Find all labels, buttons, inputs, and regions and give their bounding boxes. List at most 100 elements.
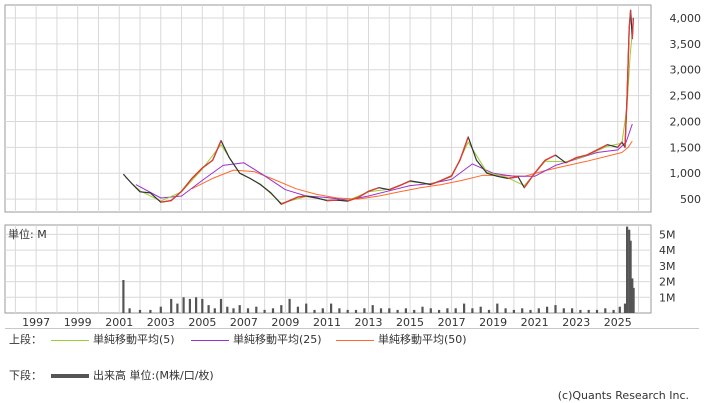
price-series	[122, 9, 634, 205]
price-up-segment	[459, 136, 469, 161]
volume-bar	[138, 309, 142, 313]
legend-ma50: 単純移動平均(50)	[336, 333, 467, 347]
price-y-tick-label: 2,500	[670, 90, 702, 103]
price-up-segment	[297, 195, 307, 198]
price-grid	[5, 5, 651, 212]
volume-bar	[207, 305, 210, 313]
price-up-segment	[544, 154, 556, 161]
volume-bar	[413, 309, 416, 313]
volume-bar	[354, 309, 358, 313]
price-up-segment	[451, 159, 461, 177]
volume-bar	[263, 309, 266, 313]
volume-y-tick-label: 4M	[659, 244, 676, 257]
x-tick-label: 1997	[22, 316, 50, 329]
price-up-segment	[170, 190, 182, 202]
volume-bar	[618, 306, 621, 313]
volume-bar	[554, 305, 557, 313]
volume-bar	[632, 287, 635, 313]
volume-bar	[219, 298, 223, 313]
volume-bar	[255, 306, 258, 313]
price-up-segment	[430, 179, 442, 186]
price-up-segment	[565, 157, 577, 164]
volume-bar	[388, 308, 391, 313]
legend-ma5: 単純移動平均(5)	[51, 333, 175, 347]
legend-upper-label: 上段：	[9, 333, 42, 346]
x-tick-label: 2001	[105, 316, 133, 329]
volume-bar	[626, 226, 629, 313]
volume-bar	[479, 306, 482, 313]
volume-bar	[562, 308, 565, 313]
price-up-segment	[389, 185, 400, 191]
price-up-segment	[212, 140, 222, 161]
volume-bar	[313, 309, 316, 313]
legend: 上段： 単純移動平均(5) 単純移動平均(25) 単純移動平均(50) 下段： …	[5, 328, 699, 387]
price-up-segment	[347, 196, 359, 202]
volume-panel-frame	[4, 224, 652, 314]
price-y-tick-label: 2,000	[670, 115, 702, 128]
volume-swatch	[51, 374, 89, 378]
x-tick-label: 2017	[438, 316, 466, 329]
volume-bar	[321, 308, 324, 313]
volume-bar	[330, 303, 333, 313]
volume-bar	[176, 303, 179, 313]
volume-grid	[5, 225, 651, 313]
volume-bar	[346, 309, 349, 313]
price-y-axis: 500 1,000 1,500 2,000 2,500 3,000 3,500 4,000	[670, 12, 702, 206]
volume-bar	[404, 308, 407, 313]
price-up-segment	[626, 28, 630, 96]
price-up-segment	[181, 177, 193, 192]
x-tick-label: 2003	[147, 316, 175, 329]
volume-bar	[631, 278, 634, 313]
volume-bar	[280, 305, 283, 313]
volume-bar	[296, 306, 299, 313]
volume-bar	[363, 308, 366, 313]
price-up-segment	[281, 200, 290, 205]
legend-ma25-label: 単純移動平均(25)	[233, 333, 322, 346]
volume-bar	[226, 306, 229, 313]
price-y-tick-label: 1,500	[670, 141, 702, 154]
price-up-segment	[399, 180, 411, 187]
volume-bar	[232, 308, 235, 313]
credit: (c)Quants Research Inc.	[557, 389, 689, 402]
price-up-segment	[201, 159, 214, 169]
volume-bar	[487, 309, 491, 313]
volume-bar	[305, 303, 308, 313]
volume-bar	[496, 303, 499, 313]
volume-bar	[195, 297, 198, 313]
volume-bar	[537, 308, 540, 313]
price-up-segment	[523, 172, 536, 189]
price-up-segment	[326, 199, 338, 202]
price-up-segment	[440, 175, 452, 182]
volume-bar	[213, 308, 216, 313]
legend-volume: 出来高 単位:(M株/口/枚)	[51, 369, 214, 383]
price-up-segment	[628, 10, 632, 29]
x-axis: 1997 1999 2001 2003 2005 2007 2009 2011 2013 2015…	[22, 316, 632, 329]
price-up-segment	[357, 190, 369, 199]
volume-bar	[271, 308, 275, 313]
legend-ma25: 単純移動平均(25)	[191, 333, 322, 347]
price-up-segment	[289, 196, 299, 202]
volume-y-tick-label: 2M	[659, 276, 676, 289]
volume-y-tick-label: 1M	[659, 291, 676, 304]
volume-bar	[170, 298, 173, 313]
volume-bar	[604, 308, 607, 313]
volume-bar	[159, 306, 162, 313]
price-panel: 500 1,000 1,500 2,000 2,500 3,000 3,500 4,000	[4, 4, 702, 213]
x-tick-label: 2023	[562, 316, 590, 329]
volume-bar	[628, 229, 631, 313]
volume-bar	[128, 308, 131, 313]
volume-bar	[188, 298, 191, 313]
volume-bar	[379, 308, 383, 313]
volume-bar	[623, 303, 627, 313]
volume-y-tick-label: 3M	[659, 260, 676, 273]
volume-bar	[579, 309, 582, 313]
x-tick-label: 2021	[521, 316, 549, 329]
x-tick-label: 2015	[396, 316, 424, 329]
x-tick-label: 2013	[355, 316, 383, 329]
volume-bar	[521, 308, 524, 313]
volume-bar	[182, 297, 185, 313]
volume-panel: 1M 2M 3M 4M 5M 単位: M	[4, 224, 676, 314]
volume-bar	[122, 280, 125, 313]
volume-bar	[595, 309, 599, 313]
